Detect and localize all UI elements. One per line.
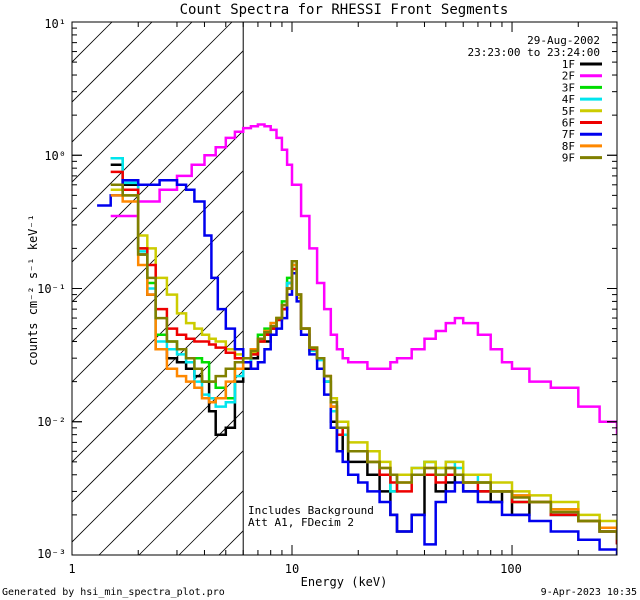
hatch-line [72, 130, 244, 303]
legend-label-3f: 3F [562, 81, 575, 94]
annotation-attenuator: Att A1, FDecim 2 [248, 516, 354, 529]
legend-label-6f: 6F [562, 117, 575, 130]
x-axis-label: Energy (keV) [301, 575, 388, 589]
series-group [97, 123, 617, 555]
hatch-line [72, 330, 244, 503]
hatch-line [72, 22, 193, 143]
hatch-line [72, 210, 244, 383]
y-tick-label-1e-3: 10⁻³ [37, 547, 66, 561]
y-tick-label-1e1: 10¹ [44, 17, 66, 31]
hatch-line [72, 170, 244, 343]
date-label: 29-Aug-2002 [527, 34, 600, 47]
hatch-line [619, 22, 640, 555]
x-tick-label-10: 10 [285, 562, 299, 576]
y-tick-label-1e-1: 10⁻¹ [37, 282, 66, 296]
x-tick-label-100: 100 [500, 562, 522, 576]
hatch-line [72, 370, 244, 543]
x-tick-label-1: 1 [68, 562, 75, 576]
y-axis-ticks [72, 21, 617, 556]
legend-label-9f: 9F [562, 152, 575, 165]
legend-label-1f: 1F [562, 58, 575, 71]
annotation-background: Includes Background [248, 504, 374, 517]
hatched-region [72, 22, 640, 555]
series-line-9f [110, 183, 617, 540]
legend-label-2f: 2F [562, 70, 575, 83]
hatch-line [98, 410, 244, 555]
hatch-line [72, 50, 244, 223]
x-axis-ticks [71, 22, 618, 555]
hatch-line [539, 22, 640, 555]
hatch-line [72, 22, 233, 183]
legend-label-7f: 7F [562, 128, 575, 141]
y-axis-label: counts cm⁻² s⁻¹ keV⁻¹ [26, 214, 40, 366]
series-line-2f [110, 123, 617, 435]
footer-date: 9-Apr-2023 10:35 [541, 587, 637, 598]
y-tick-label-1e-2: 10⁻² [37, 415, 66, 429]
legend-label-4f: 4F [562, 93, 575, 106]
hatch-line [72, 250, 244, 423]
time-range-label: 23:23:00 to 23:24:00 [468, 46, 600, 59]
y-tick-label-1e0: 10⁰ [44, 149, 66, 163]
legend-label-8f: 8F [562, 140, 575, 153]
footer-generated-by: Generated by hsi_min_spectra_plot.pro [2, 587, 225, 598]
chart-title: Count Spectra for RHESSI Front Segments [180, 2, 509, 18]
hatch-line [72, 90, 244, 263]
series-line-7f [97, 178, 617, 555]
hatch-line [138, 450, 244, 555]
legend-label-5f: 5F [562, 105, 575, 118]
series-line-3f [110, 156, 617, 532]
